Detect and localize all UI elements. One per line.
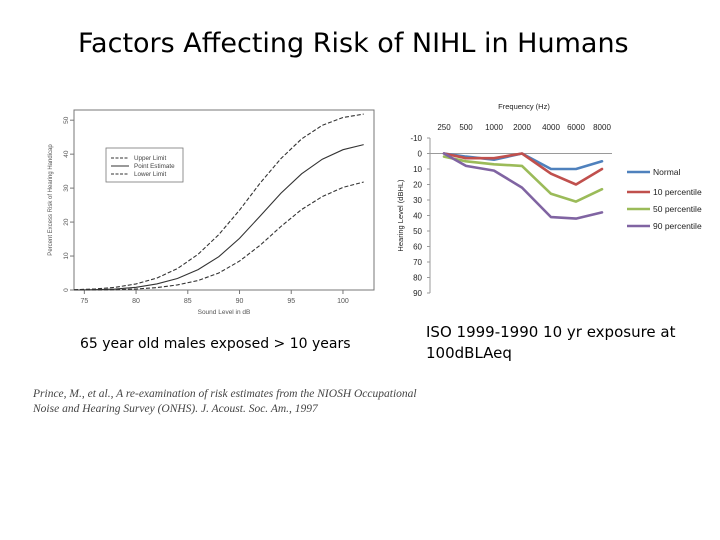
audiogram-series-line-2 — [442, 152, 604, 186]
risk-series-line-3 — [74, 181, 364, 291]
right-caption-line1: ISO 1999-1990 10 yr exposure at — [426, 323, 676, 341]
audiogram-y-tick-label: 80 — [413, 274, 422, 283]
audiogram-x-tick-label: 500 — [459, 123, 473, 132]
audiogram-y-tick-label: 60 — [413, 243, 422, 252]
right-caption: ISO 1999-1990 10 yr exposure at 100dBLAe… — [426, 322, 676, 364]
audiogram-x-tick-label: 8000 — [593, 123, 611, 132]
risk-legend-label: Lower Limit — [134, 171, 166, 178]
audiogram-series-line-3 — [442, 155, 604, 203]
risk-y-tick-label: 20 — [63, 218, 70, 226]
citation: Prince, M., et al., A re-examination of … — [33, 387, 417, 417]
citation-line1: Prince, M., et al., A re-examination of … — [33, 388, 417, 400]
audiogram-series-line-4 — [442, 152, 604, 220]
audiogram-y-tick-label: -10 — [410, 134, 422, 143]
risk-y-tick-label: 50 — [63, 116, 70, 124]
audiogram-y-tick-label: 90 — [413, 289, 422, 298]
risk-legend-box — [105, 147, 184, 183]
right-caption-line2: 100dBLAeq — [426, 344, 512, 362]
risk-chart-background — [24, 106, 384, 326]
risk-y-tick-label: 10 — [63, 252, 70, 260]
audiogram-legend-label: 90 percentile — [653, 221, 702, 231]
audiogram-x-tick-label: 6000 — [567, 123, 585, 132]
risk-y-tick-label: 30 — [63, 184, 70, 192]
risk-legend-label: Point Estimate — [134, 163, 175, 170]
audiogram-y-tick-label: 50 — [413, 227, 422, 236]
risk-y-tick-label: 0 — [63, 288, 70, 292]
risk-legend-label: Upper Limit — [134, 155, 166, 162]
audiogram-x-tick-label: 1000 — [485, 123, 503, 132]
audiogram-x-tick-label: 250 — [437, 123, 451, 132]
audiogram-y-tick-label: 10 — [413, 165, 422, 174]
risk-x-axis-label: Sound Level in dB — [198, 309, 251, 316]
audiogram-legend-label: Normal — [653, 167, 681, 177]
audiogram-legend-label: 10 percentile — [653, 187, 702, 197]
audiogram-x-tick-label: 2000 — [513, 123, 531, 132]
risk-chart-frame — [73, 109, 375, 291]
audiogram-y-tick-label: 0 — [418, 150, 423, 159]
audiogram-y-tick-label: 70 — [413, 258, 422, 267]
citation-line2: Noise and Hearing Survey (ONHS). J. Acou… — [33, 403, 318, 415]
left-caption: 65 year old males exposed > 10 years — [80, 336, 351, 352]
risk-x-tick-label: 95 — [287, 298, 295, 305]
risk-x-tick-label: 80 — [132, 298, 140, 305]
risk-x-tick-label: 75 — [80, 298, 88, 305]
audiogram-y-tick-label: 40 — [413, 212, 422, 221]
audiogram-x-tick-label: 4000 — [542, 123, 560, 132]
risk-y-axis-label: Percent Excess Risk of Hearing Handicap — [48, 144, 54, 256]
risk-series-line-1 — [73, 113, 364, 291]
risk-x-tick-label: 85 — [184, 298, 192, 305]
risk-y-tick-label: 40 — [63, 150, 70, 158]
risk-x-tick-label: 100 — [337, 298, 349, 305]
audiogram-title: Frequency (Hz) — [498, 102, 550, 111]
audiogram-y-tick-label: 20 — [413, 181, 422, 190]
page-title: Factors Affecting Risk of NIHL in Humans — [78, 28, 629, 59]
risk-x-tick-label: 90 — [236, 298, 244, 305]
risk-series-line-2 — [73, 144, 364, 291]
audiogram-y-axis-label: Hearing Level (dBHL) — [396, 179, 405, 252]
audiogram-legend-label: 50 percentile — [653, 204, 702, 214]
audiogram-y-tick-label: 30 — [413, 196, 422, 205]
